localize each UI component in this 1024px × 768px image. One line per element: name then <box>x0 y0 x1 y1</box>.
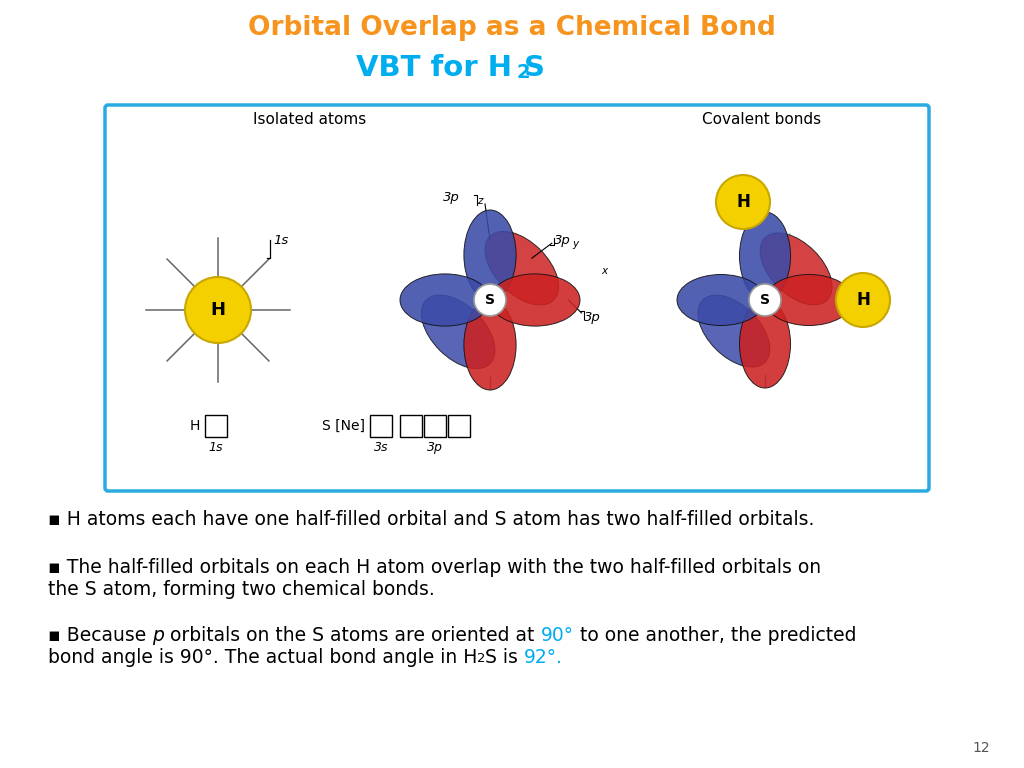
Text: orbitals on the S atoms are oriented at: orbitals on the S atoms are oriented at <box>164 626 541 645</box>
Text: S: S <box>524 54 545 82</box>
Text: 1s: 1s <box>273 233 288 247</box>
Text: ▪ Because: ▪ Because <box>48 626 153 645</box>
Ellipse shape <box>490 274 580 326</box>
Ellipse shape <box>760 233 833 305</box>
Text: 1s: 1s <box>209 441 223 454</box>
FancyBboxPatch shape <box>105 105 929 491</box>
Circle shape <box>474 284 506 316</box>
Text: 3p: 3p <box>554 233 570 247</box>
Text: 92°.: 92°. <box>524 648 563 667</box>
Text: S: S <box>760 293 770 307</box>
Text: H: H <box>736 193 750 211</box>
Text: p: p <box>153 626 164 645</box>
Text: VBT for H: VBT for H <box>356 54 512 82</box>
Text: bond angle is 90°. The actual bond angle in H: bond angle is 90°. The actual bond angle… <box>48 648 477 667</box>
Circle shape <box>716 175 770 229</box>
Ellipse shape <box>485 231 559 305</box>
Text: 2: 2 <box>477 652 485 665</box>
Text: to one another, the predicted: to one another, the predicted <box>573 626 856 645</box>
Text: ▪ The half-filled orbitals on each H atom overlap with the two half-filled orbit: ▪ The half-filled orbitals on each H ato… <box>48 558 821 577</box>
Ellipse shape <box>400 274 490 326</box>
Text: the S atom, forming two chemical bonds.: the S atom, forming two chemical bonds. <box>48 580 435 599</box>
Bar <box>370 415 392 437</box>
Text: S: S <box>485 293 495 307</box>
Ellipse shape <box>739 300 791 388</box>
Ellipse shape <box>422 295 495 369</box>
Circle shape <box>185 277 251 343</box>
Text: 3p: 3p <box>584 310 600 323</box>
Bar <box>205 415 227 437</box>
Circle shape <box>749 284 781 316</box>
Text: y: y <box>571 239 578 249</box>
Text: H: H <box>189 419 200 433</box>
Text: 2: 2 <box>516 62 529 81</box>
Ellipse shape <box>698 295 770 367</box>
Text: ▪ H atoms each have one half-filled orbital and S atom has two half-filled orbit: ▪ H atoms each have one half-filled orbi… <box>48 510 814 529</box>
Bar <box>400 415 422 437</box>
Text: 90°: 90° <box>541 626 573 645</box>
Text: H: H <box>211 301 225 319</box>
Bar <box>424 415 446 437</box>
Ellipse shape <box>765 274 853 326</box>
Text: x: x <box>601 266 607 276</box>
Text: 3s: 3s <box>374 441 388 454</box>
Text: 3p: 3p <box>427 441 443 454</box>
Text: Isolated atoms: Isolated atoms <box>253 112 367 127</box>
Text: Covalent bonds: Covalent bonds <box>702 112 821 127</box>
Text: 12: 12 <box>973 741 990 755</box>
Text: Orbital Overlap as a Chemical Bond: Orbital Overlap as a Chemical Bond <box>248 15 776 41</box>
Text: z: z <box>477 196 482 206</box>
Text: 3p: 3p <box>443 190 460 204</box>
Ellipse shape <box>464 210 516 300</box>
Ellipse shape <box>739 212 791 300</box>
Circle shape <box>836 273 890 327</box>
Ellipse shape <box>464 300 516 390</box>
Bar <box>449 415 470 437</box>
Text: S is: S is <box>485 648 524 667</box>
Text: H: H <box>856 291 870 309</box>
Ellipse shape <box>677 274 765 326</box>
Text: S [Ne]: S [Ne] <box>322 419 365 433</box>
